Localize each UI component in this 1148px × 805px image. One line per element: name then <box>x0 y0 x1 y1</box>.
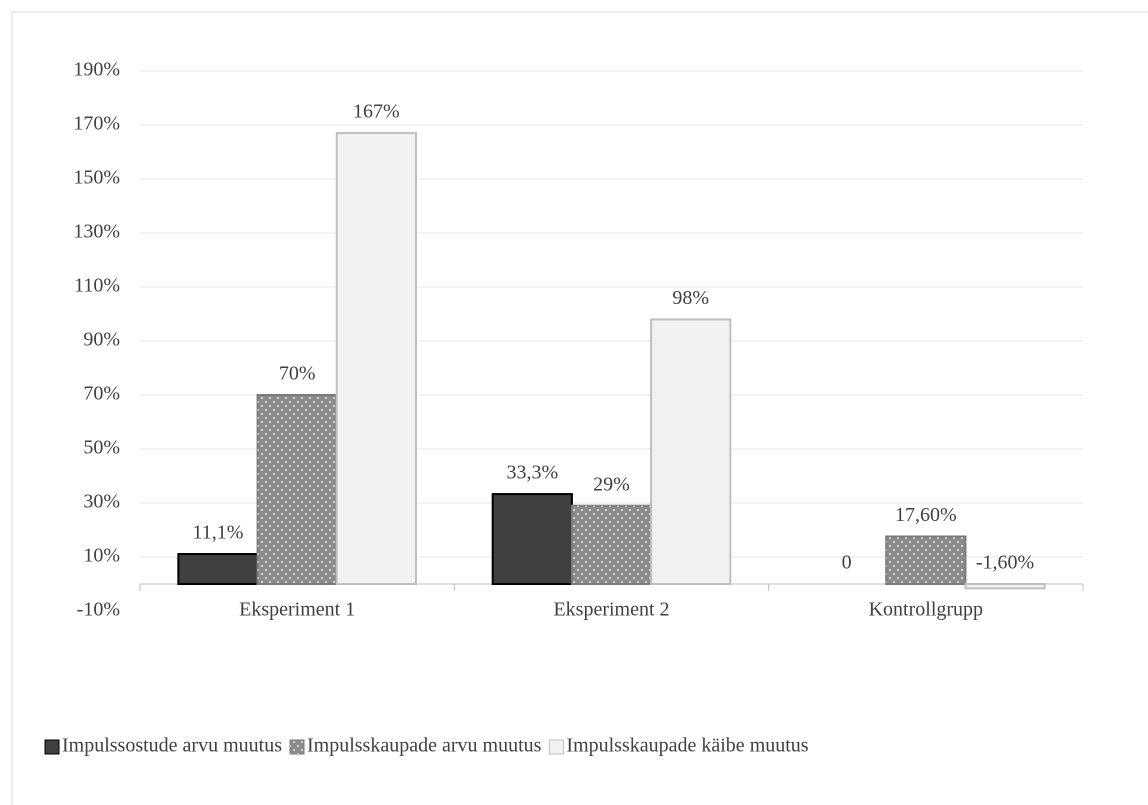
bar-pattern <box>257 395 337 584</box>
legend-label: Impulsskaupade arvu muutus <box>307 735 542 757</box>
y-tick-label: 110% <box>74 275 120 297</box>
legend-label: Impulsskaupade käibe muutus <box>566 735 808 757</box>
legend-swatch <box>548 739 564 755</box>
data-label: 11,1% <box>192 522 243 544</box>
y-tick-label: 150% <box>73 167 120 189</box>
y-tick-label: 130% <box>73 221 120 243</box>
y-tick-label: 30% <box>83 491 120 513</box>
chart-border <box>11 11 1148 805</box>
data-label: 0 <box>842 552 852 574</box>
data-label: 167% <box>353 101 400 123</box>
y-tick-label: -10% <box>77 599 120 621</box>
y-tick-label: 90% <box>83 329 120 351</box>
x-tick-label: Eksperiment 2 <box>553 599 669 621</box>
bar-pattern <box>886 536 966 584</box>
bar <box>491 493 573 585</box>
y-tick-label: 170% <box>73 113 120 135</box>
bar <box>177 553 259 586</box>
legend-swatch-pattern <box>290 740 304 754</box>
y-tick-label: 190% <box>73 59 120 81</box>
y-tick-label: 10% <box>83 545 120 567</box>
y-tick-label: 50% <box>83 437 120 459</box>
data-label: 98% <box>672 287 709 309</box>
legend-label: Impulssostude arvu muutus <box>62 735 282 757</box>
bar-pattern <box>571 505 652 584</box>
legend-swatch <box>44 739 60 755</box>
x-tick-label: Kontrollgrupp <box>869 599 983 621</box>
bar <box>335 132 417 585</box>
data-label: 17,60% <box>895 504 957 526</box>
y-tick-label: 70% <box>83 383 120 405</box>
x-tick-label: Eksperiment 1 <box>239 599 355 621</box>
data-label: -1,60% <box>976 552 1034 574</box>
bar <box>650 318 732 585</box>
bar <box>964 583 1046 590</box>
data-label: 33,3% <box>506 462 558 484</box>
data-label: 29% <box>593 473 630 495</box>
data-label: 70% <box>279 363 316 385</box>
